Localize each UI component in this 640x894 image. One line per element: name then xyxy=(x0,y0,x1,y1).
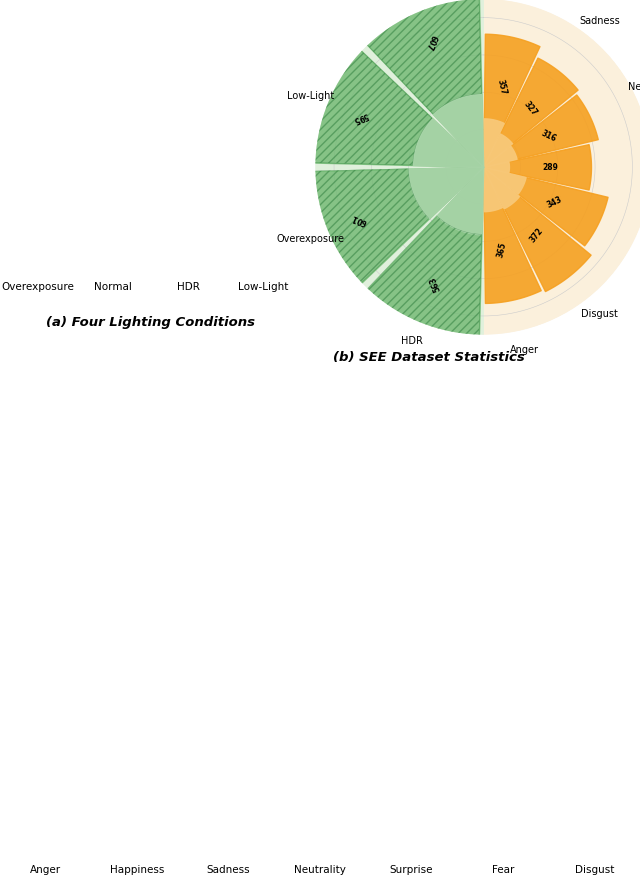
Text: Disgust: Disgust xyxy=(575,864,614,874)
Text: Disgust: Disgust xyxy=(582,308,618,319)
Text: Sadness: Sadness xyxy=(580,16,620,27)
Text: 357: 357 xyxy=(495,79,508,96)
Text: 365: 365 xyxy=(496,241,508,258)
Text: (b) SEE Dataset Statistics: (b) SEE Dataset Statistics xyxy=(333,351,524,364)
Text: Overexposure: Overexposure xyxy=(1,282,74,291)
Text: 343: 343 xyxy=(546,195,564,209)
Polygon shape xyxy=(483,0,640,335)
Text: Normal: Normal xyxy=(94,282,132,291)
Text: 563: 563 xyxy=(428,275,442,293)
Text: HDR: HDR xyxy=(177,282,200,291)
Text: 601: 601 xyxy=(350,212,368,226)
Polygon shape xyxy=(316,0,483,335)
Text: HDR: HDR xyxy=(401,335,422,345)
Text: Anger: Anger xyxy=(510,345,540,355)
Text: 595: 595 xyxy=(351,110,369,124)
Text: Surprise: Surprise xyxy=(390,864,433,874)
Text: 607: 607 xyxy=(424,33,438,51)
Text: (a) Four Lighting Conditions: (a) Four Lighting Conditions xyxy=(46,316,255,328)
Text: Neutrality: Neutrality xyxy=(294,864,346,874)
Text: 372: 372 xyxy=(529,226,545,244)
Text: Low-Light: Low-Light xyxy=(238,282,289,291)
Text: 327: 327 xyxy=(522,99,539,118)
Text: Happiness: Happiness xyxy=(110,864,164,874)
Text: 316: 316 xyxy=(540,129,558,143)
Text: Sadness: Sadness xyxy=(207,864,250,874)
Text: Overexposure: Overexposure xyxy=(276,234,344,244)
Text: Neutrality: Neutrality xyxy=(628,81,640,91)
Text: Low-Light: Low-Light xyxy=(287,91,334,101)
Text: Anger: Anger xyxy=(30,864,61,874)
Text: 289: 289 xyxy=(542,163,558,173)
Text: Fear: Fear xyxy=(492,864,514,874)
